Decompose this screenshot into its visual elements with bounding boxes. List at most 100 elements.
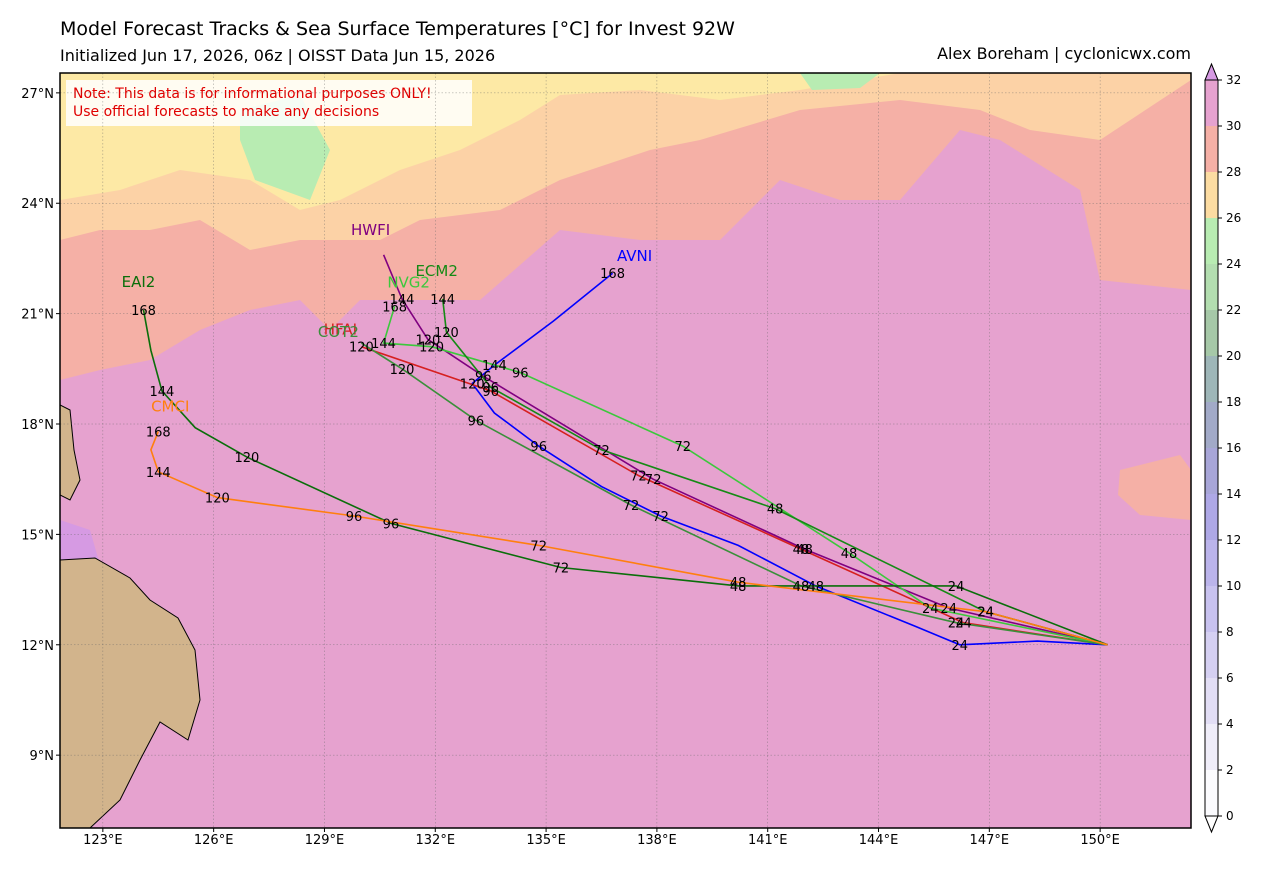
colorbar-tick-label: 18 <box>1226 395 1241 409</box>
forecast-hour-label: 120 <box>349 341 374 356</box>
colorbar-tick-label: 14 <box>1226 487 1241 501</box>
track-line <box>471 272 1108 646</box>
sst-24 <box>800 73 880 90</box>
y-tick-label: 27°N <box>21 87 54 102</box>
note: Note: This data is for informational pur… <box>73 86 432 102</box>
forecast-hour-label: 72 <box>645 473 662 488</box>
forecast-hour-label: 24 <box>948 617 965 632</box>
x-tick-label: 126°E <box>194 833 234 848</box>
forecast-hour-label: 144 <box>482 359 507 374</box>
forecast-hour-label: 48 <box>796 543 813 558</box>
model-name: CMCI <box>151 397 189 415</box>
colorbar-band <box>1205 540 1218 586</box>
forecast-hour-label: 96 <box>530 440 547 455</box>
forecast-hour-label: 24 <box>940 602 957 617</box>
tracks: 24487296120144168AVNI24487296120144HWFI2… <box>122 221 1108 654</box>
model-name: ECM2 <box>415 262 457 280</box>
plot-frame <box>59 72 1192 829</box>
forecast-hour-label: 96 <box>482 385 499 400</box>
x-tick-label: 138°E <box>637 833 677 848</box>
colorbar-tick-label: 28 <box>1226 165 1241 179</box>
forecast-hour-label: 48 <box>730 576 747 591</box>
x-tick-label: 150°E <box>1080 833 1120 848</box>
y-tick-label: 24°N <box>21 197 54 212</box>
forecast-hour-label: 96 <box>383 517 400 532</box>
forecast-hour-label: 120 <box>234 451 259 466</box>
forecast-hour-label: 24 <box>977 606 994 621</box>
colorbar-tick-label: 10 <box>1226 579 1241 593</box>
forecast-hour-label: 96 <box>475 370 492 385</box>
forecast-hour-label: 48 <box>730 580 747 595</box>
x-tick-label: 123°E <box>83 833 123 848</box>
x-tick-label: 129°E <box>305 833 345 848</box>
forecast-hour-label: 120 <box>460 378 485 393</box>
colorbar-band <box>1205 632 1218 678</box>
forecast-hour-label: 48 <box>767 503 784 518</box>
colorbar-band <box>1205 310 1218 356</box>
forecast-hour-label: 144 <box>146 466 171 481</box>
forecast-hour-label: 120 <box>415 333 440 348</box>
forecast-hour-label: 24 <box>952 639 969 654</box>
forecast-hour-label: 144 <box>371 337 396 352</box>
colorbar-tick-label: 30 <box>1226 119 1241 133</box>
forecast-hour-label: 24 <box>948 580 965 595</box>
colorbar-tick-label: 2 <box>1226 763 1234 777</box>
forecast-hour-label: 144 <box>150 385 175 400</box>
colorbar-tick-label: 16 <box>1226 441 1241 455</box>
y-tick-label: 9°N <box>30 749 55 764</box>
land-philippines <box>60 557 201 828</box>
axes: 123°E 126°E 129°E 132°E 135°E 138°E 141°E 144°E… <box>21 87 1120 848</box>
forecast-hour-label: 72 <box>630 470 647 485</box>
colorbar-band <box>1205 448 1218 494</box>
chart-title: Model Forecast Tracks & Sea Surface Temp… <box>60 18 735 40</box>
forecast-hour-label: 24 <box>955 617 972 632</box>
forecast-hour-label: 144 <box>390 293 415 308</box>
model-name: HWFI <box>351 221 390 239</box>
model-name: NVG2 <box>387 273 430 291</box>
sst-28 <box>1118 455 1191 520</box>
colorbar-band <box>1205 80 1218 126</box>
track-line <box>361 345 1108 646</box>
forecast-hour-label: 96 <box>468 414 485 429</box>
colorbar-band <box>1205 678 1218 724</box>
x-tick-label: 141°E <box>748 833 788 848</box>
forecast-hour-label: 24 <box>977 606 994 621</box>
track-line <box>382 254 1108 646</box>
colorbar-tick-label: 4 <box>1226 717 1234 731</box>
colorbar-band <box>1205 218 1218 264</box>
colorbar-band <box>1205 586 1218 632</box>
land-taiwan <box>60 404 81 501</box>
note-box <box>66 80 472 126</box>
colorbar-band <box>1205 724 1218 770</box>
forecast-hour-label: 120 <box>434 326 459 341</box>
note: Use official forecasts to make any decis… <box>73 104 379 120</box>
forecast-hour-label: 96 <box>512 366 529 381</box>
colorbar-tick-label: 6 <box>1226 671 1234 685</box>
colorbar-tick-label: 22 <box>1226 303 1241 317</box>
colorbar-tick-label: 20 <box>1226 349 1241 363</box>
credit: Alex Boreham | cyclonicwx.com <box>937 44 1191 63</box>
colorbar-band <box>1205 126 1218 172</box>
forecast-hour-label: 48 <box>793 543 810 558</box>
colorbar-band <box>1205 402 1218 448</box>
model-name: EAI2 <box>122 273 156 291</box>
track-line <box>142 309 1108 646</box>
colorbar-tick-label: 26 <box>1226 211 1241 225</box>
sst-field: Note: This data is for informational pur… <box>60 73 1191 828</box>
forecast-hour-label: 168 <box>146 425 171 440</box>
chart-subtitle: Initialized Jun 17, 2026, 06z | OISST Da… <box>60 46 495 65</box>
colorbar-tick-label: 0 <box>1226 809 1234 823</box>
colorbar-band <box>1205 494 1218 540</box>
forecast-hour-label: 168 <box>382 300 407 315</box>
forecast-hour-label: 48 <box>841 547 858 562</box>
model-name: AVNI <box>617 247 652 265</box>
forecast-hour-label: 144 <box>430 293 455 308</box>
y-tick-label: 18°N <box>21 418 54 433</box>
colorbar-tick-label: 32 <box>1226 73 1241 87</box>
track-line <box>360 342 1108 646</box>
x-tick-label: 144°E <box>859 833 899 848</box>
forecast-hour-label: 120 <box>205 492 230 507</box>
forecast-hour-label: 72 <box>623 499 640 514</box>
colorbar-under <box>1204 815 1219 834</box>
